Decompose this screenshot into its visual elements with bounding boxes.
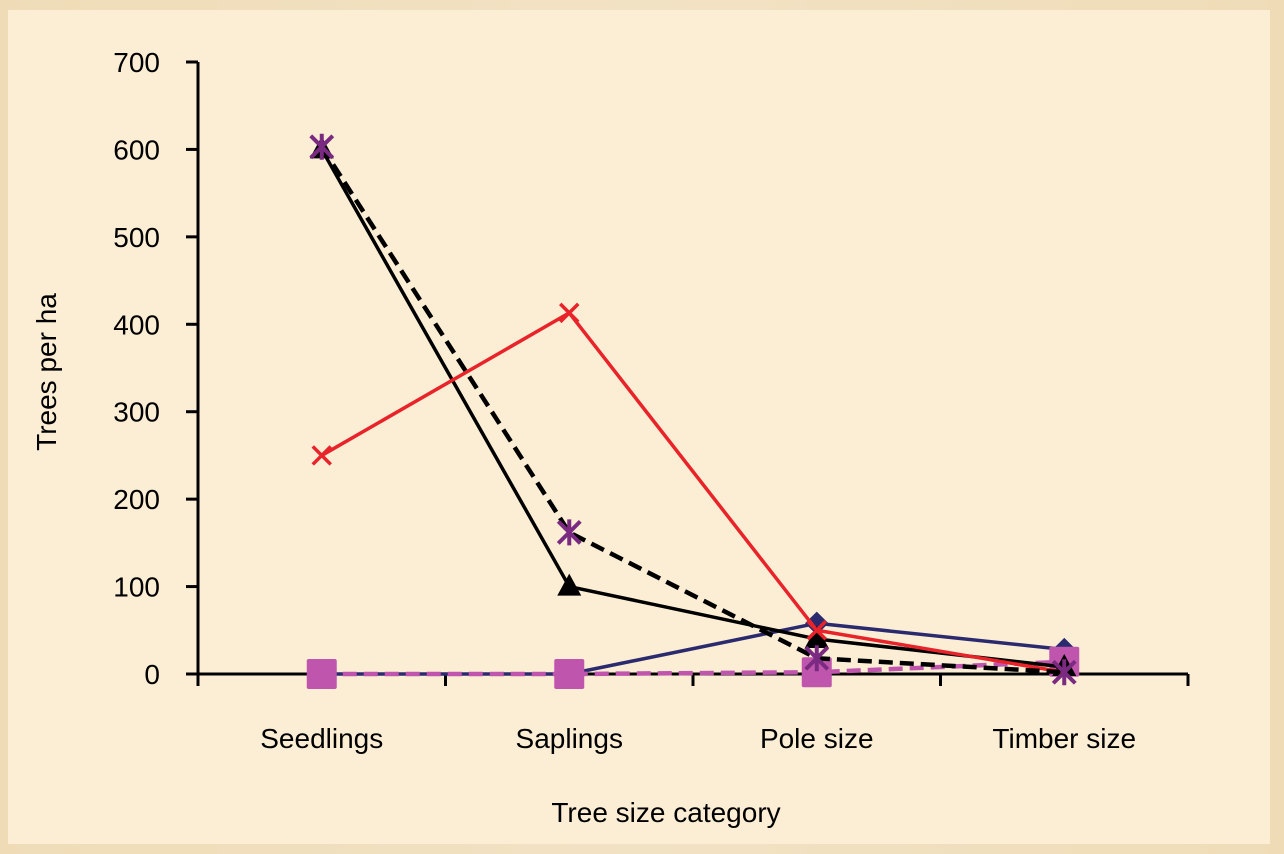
x-marker bbox=[311, 445, 332, 466]
y-tick-label: 300 bbox=[113, 397, 160, 428]
y-tick-label: 700 bbox=[113, 47, 160, 78]
series-layer bbox=[306, 133, 1080, 689]
y-axis-title: Trees per ha bbox=[31, 293, 62, 451]
y-tick-label: 100 bbox=[113, 572, 160, 603]
chart-panel bbox=[8, 10, 1270, 844]
asterisk-marker bbox=[309, 133, 335, 160]
series-line bbox=[321, 659, 1065, 677]
x-marker bbox=[806, 620, 827, 641]
square-marker bbox=[306, 659, 337, 689]
y-tick-label: 400 bbox=[113, 309, 160, 340]
y-tick-label: 200 bbox=[113, 484, 160, 515]
series-4 bbox=[311, 302, 1075, 683]
series-line bbox=[320, 311, 1065, 674]
triangle-marker bbox=[557, 573, 582, 596]
triangle-marker bbox=[804, 626, 829, 649]
x-tick-label: Timber size bbox=[992, 723, 1136, 754]
series-line bbox=[320, 148, 1065, 669]
asterisk-marker bbox=[804, 645, 830, 672]
y-tick-label: 600 bbox=[113, 134, 160, 165]
series-line bbox=[319, 145, 1065, 675]
asterisk-marker bbox=[1051, 659, 1077, 686]
y-tick-label: 500 bbox=[113, 222, 160, 253]
series-5 bbox=[309, 133, 1077, 686]
series-line bbox=[321, 621, 1065, 676]
asterisk-marker bbox=[556, 519, 582, 546]
x-marker bbox=[559, 302, 580, 324]
x-tick-label: Seedlings bbox=[260, 723, 383, 754]
x-tick-label: Saplings bbox=[516, 723, 623, 754]
x-tick-label: Pole size bbox=[760, 723, 874, 754]
x-axis-title: Tree size category bbox=[551, 797, 780, 828]
square-marker bbox=[554, 659, 585, 689]
labels: Tree size category Trees per ha bbox=[31, 293, 781, 828]
axes: 0 100 200 300 400 500 600 700 Seedlings Saplings P… bbox=[113, 47, 1190, 754]
y-tick-label: 0 bbox=[144, 659, 160, 690]
